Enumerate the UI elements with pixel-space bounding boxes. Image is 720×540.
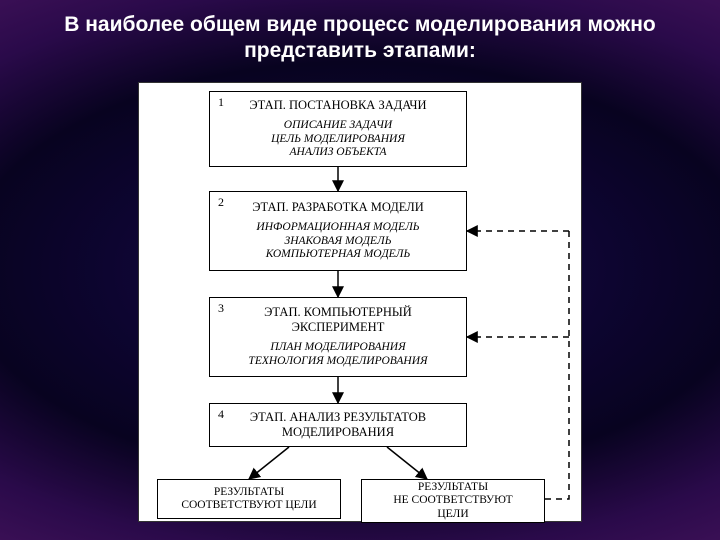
stage-title: ЭТАП. РАЗРАБОТКА МОДЕЛИ <box>252 200 424 215</box>
outcome-box-2: РЕЗУЛЬТАТЫНЕ СООТВЕТСТВУЮТЦЕЛИ <box>361 479 545 523</box>
stage-box-2: 2 ЭТАП. РАЗРАБОТКА МОДЕЛИ ИНФОРМАЦИОННАЯ М… <box>209 191 467 271</box>
arrow-solid-4 <box>387 447 427 479</box>
stage-title: ЭТАП. ПОСТАНОВКА ЗАДАЧИ <box>249 98 426 113</box>
stage-box-3: 3 ЭТАП. КОМПЬЮТЕРНЫЙЭКСПЕРИМЕНТ ПЛАН МОДЕЛ… <box>209 297 467 377</box>
stage-box-1: 1 ЭТАП. ПОСТАНОВКА ЗАДАЧИ ОПИСАНИЕ ЗАДАЧИЦ… <box>209 91 467 167</box>
flowchart-container: 1 ЭТАП. ПОСТАНОВКА ЗАДАЧИ ОПИСАНИЕ ЗАДАЧИЦ… <box>138 82 582 522</box>
stage-number: 2 <box>218 195 224 210</box>
stage-box-4: 4 ЭТАП. АНАЛИЗ РЕЗУЛЬТАТОВМОДЕЛИРОВАНИЯ <box>209 403 467 447</box>
stage-title: ЭТАП. КОМПЬЮТЕРНЫЙЭКСПЕРИМЕНТ <box>264 305 412 335</box>
stage-number: 4 <box>218 407 224 422</box>
stage-body: ПЛАН МОДЕЛИРОВАНИЯТЕХНОЛОГИЯ МОДЕЛИРОВАН… <box>248 341 427 368</box>
stage-body: ОПИСАНИЕ ЗАДАЧИЦЕЛЬ МОДЕЛИРОВАНИЯАНАЛИЗ … <box>271 119 405 160</box>
stage-number: 1 <box>218 95 224 110</box>
arrow-solid-3 <box>249 447 289 479</box>
arrow-dashed-trunk <box>545 231 569 499</box>
stage-title: ЭТАП. АНАЛИЗ РЕЗУЛЬТАТОВМОДЕЛИРОВАНИЯ <box>250 410 426 440</box>
outcome-box-1: РЕЗУЛЬТАТЫСООТВЕТСТВУЮТ ЦЕЛИ <box>157 479 341 519</box>
stage-body: ИНФОРМАЦИОННАЯ МОДЕЛЬЗНАКОВАЯ МОДЕЛЬКОМП… <box>256 221 419 262</box>
slide-title: В наиболее общем виде процесс моделирова… <box>0 12 720 65</box>
stage-number: 3 <box>218 301 224 316</box>
